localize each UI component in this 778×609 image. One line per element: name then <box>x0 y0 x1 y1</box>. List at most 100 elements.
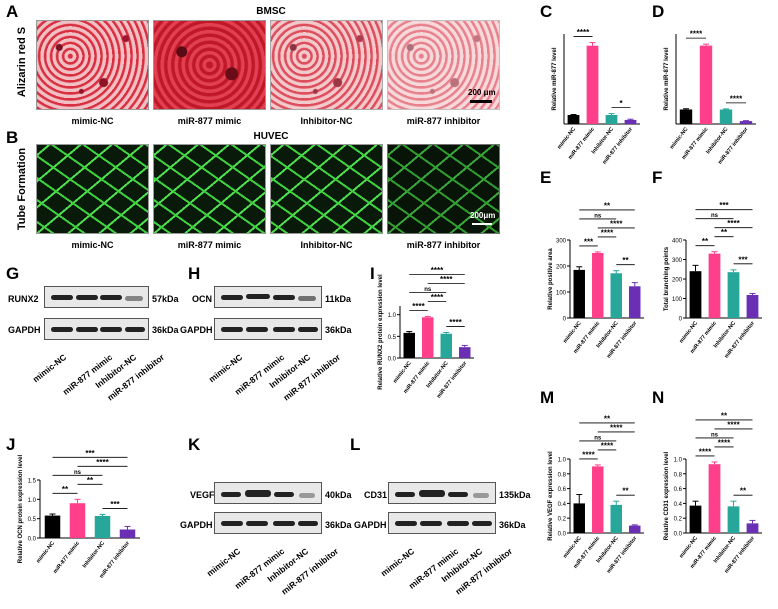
sig-label-0: **** <box>699 447 712 456</box>
bar-2 <box>727 272 740 318</box>
blot-l-control <box>388 512 496 534</box>
sig-label-4: **** <box>96 458 109 467</box>
panel-letter-n: N <box>652 388 665 407</box>
tube-image-mimic-nc <box>36 144 149 234</box>
sig-label-1: ** <box>622 487 629 496</box>
blot-k-target-label: VEGF <box>190 490 215 500</box>
cond-label-b-1: miR-877 mimic <box>177 240 242 250</box>
panel-letter-j: J <box>6 435 16 454</box>
sig-label-1: **** <box>449 318 462 327</box>
sig-label-1: ** <box>622 256 629 265</box>
y-axis-title: Relative CD31 expression level <box>664 451 670 540</box>
bar-3 <box>629 286 641 318</box>
bar-3 <box>459 347 471 358</box>
y-tick-label-4: 0.8 <box>674 472 683 478</box>
scale-bar-a <box>470 100 492 103</box>
y-tick-label-0: 0 <box>563 317 567 323</box>
y-tick-label-1: 100 <box>556 291 567 297</box>
blot-l-target-label: CD31 <box>364 490 388 500</box>
cond-label-a-2: Inhibitor-NC <box>300 116 353 126</box>
sig-label-4: **** <box>610 423 623 432</box>
y-tick-label-2: 200 <box>672 278 683 284</box>
x-tick-label-0: mimic-NC <box>557 127 578 151</box>
cond-label-a-3: miR-877 inhibitor <box>406 116 481 126</box>
y-axis-title: Relative miR-877 level <box>664 47 670 110</box>
y-tick-label-2: 0.4 <box>674 502 683 508</box>
y-tick-label-2: 1.0 <box>28 498 37 504</box>
panel-letter-i: I <box>370 264 375 283</box>
blot-h-target <box>214 286 322 308</box>
y-tick-label-1: 100 <box>672 297 683 303</box>
sig-label-4: **** <box>440 275 453 284</box>
bar-0 <box>403 332 415 358</box>
panel-letter-g: G <box>6 264 20 283</box>
y-tick-label-3: 300 <box>556 239 567 245</box>
bar-2 <box>610 504 622 533</box>
y-axis-title: Total branching points <box>664 246 670 311</box>
blot-k-control-kda: 36kDa <box>325 520 352 530</box>
sig-label-2: ** <box>740 487 747 496</box>
sig-label-1: ** <box>721 228 728 237</box>
sig-label-2: **** <box>601 228 614 237</box>
alizarin-image-mimic <box>153 20 266 110</box>
blot-g-control-kda: 36kDa <box>152 325 179 335</box>
cond-label-b-2: Inhibitor-NC <box>300 240 353 250</box>
y-tick-label-0: 0 <box>679 317 683 323</box>
y-tick-label-0: 0.0 <box>388 357 397 363</box>
y-tick-label-5: 1.0 <box>558 458 567 464</box>
bar-0 <box>567 115 580 124</box>
panel-letter-b: B <box>6 128 19 147</box>
sig-label-3: ns <box>711 432 719 438</box>
bar-0 <box>679 109 693 124</box>
bar-1 <box>586 45 599 125</box>
sig-label-5: ** <box>604 414 611 423</box>
sig-label-1: ** <box>87 476 94 485</box>
blot-l-control-kda: 36kDa <box>499 520 526 530</box>
sig-label-5: ** <box>604 201 611 210</box>
sig-label-1: **** <box>718 438 731 447</box>
blot-h-control-kda: 36kDa <box>325 325 352 335</box>
y-axis-title: Relative positive area <box>548 248 554 310</box>
bar-1 <box>69 503 86 538</box>
y-tick-label-4: 0.8 <box>558 472 567 478</box>
y-axis-title: Relative RUNX2 protein expression level <box>378 274 384 390</box>
bar-0 <box>573 269 585 318</box>
blot-k-control-label: GAPDH <box>180 520 213 530</box>
cond-label-b-3: miR-877 inhibitor <box>406 240 481 250</box>
alizarin-image-inhibitor <box>387 20 500 110</box>
blot-h-target-label: OCN <box>192 294 212 304</box>
bar-3 <box>629 525 641 533</box>
bar-2 <box>727 506 740 533</box>
bar-1 <box>592 466 604 533</box>
panel-letter-h: H <box>188 264 201 283</box>
y-axis-title: Relative miR-877 level <box>552 47 558 110</box>
sig-label-2: *** <box>110 500 120 509</box>
x-tick-label-0: mimic-NC <box>36 541 57 565</box>
blot-k-target <box>214 482 322 504</box>
tube-row-label: Tube Formation <box>16 147 28 231</box>
cond-label-a-1: miR-877 mimic <box>177 116 242 126</box>
bar-1 <box>592 253 604 318</box>
blot-g-target <box>44 286 149 308</box>
sig-label-0: **** <box>577 28 590 37</box>
y-tick-label-2: 1.0 <box>388 313 397 319</box>
sig-label-2: *** <box>738 255 748 264</box>
blot-h-target-kda: 11kDa <box>325 294 352 304</box>
chart-m: 0.0 0.2 0.4 0.6 0.8 1.0 Relative VEGF expressi… <box>548 414 644 575</box>
bar-0 <box>44 515 61 538</box>
blot-l-target-kda: 135kDa <box>499 490 531 500</box>
panel-letter-k: K <box>188 435 201 454</box>
huvec-title: HUVEC <box>253 131 289 142</box>
bar-3 <box>119 529 136 538</box>
alizarin-row-label: Alizarin red S <box>16 26 28 98</box>
bar-3 <box>746 294 759 318</box>
chart-j: 0.0 0.5 1.0 1.5 Relative OCN protein express… <box>18 449 140 580</box>
cond-label-a-0: mimic-NC <box>71 116 114 126</box>
sig-label-4: **** <box>727 420 740 429</box>
y-axis-title: Relative OCN protein expression level <box>18 454 24 563</box>
bar-2 <box>94 515 111 538</box>
y-tick-label-2: 200 <box>556 265 567 271</box>
